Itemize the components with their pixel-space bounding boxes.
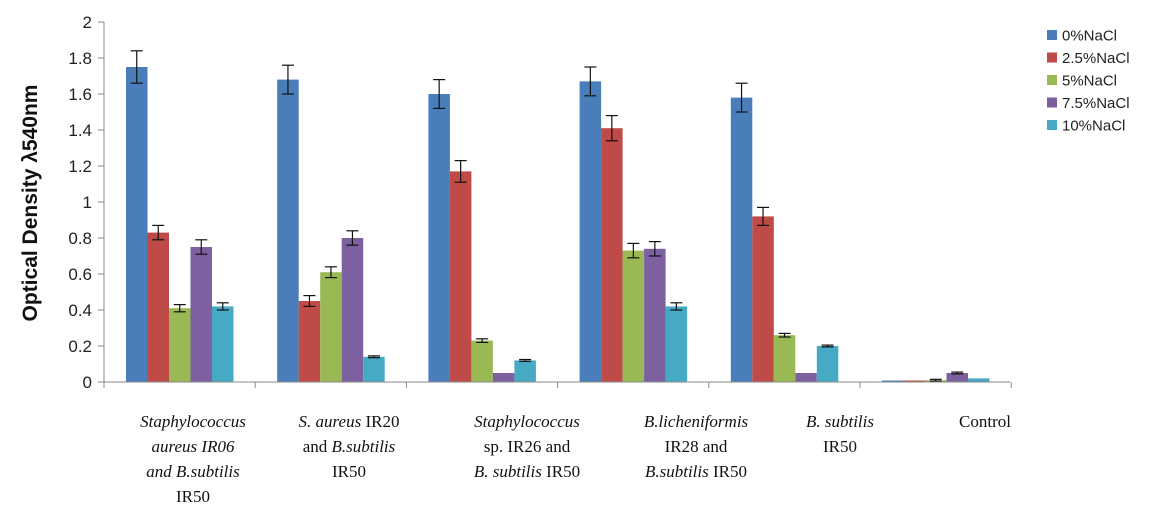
x-category-label-part: B. subtilis: [474, 462, 542, 481]
x-category-label: B. subtilis IR50: [806, 412, 874, 456]
bars: [126, 50, 990, 383]
x-category-label: Control: [959, 412, 1011, 431]
x-category-label-part: S. aureus: [299, 412, 362, 431]
y-tick-label: 1: [83, 193, 92, 212]
bar: [795, 373, 817, 382]
x-category-label-part: Control: [959, 412, 1011, 431]
y-tick-label: 1.8: [68, 49, 92, 68]
legend-label: 5%NaCl: [1062, 73, 1117, 90]
bar: [169, 308, 191, 382]
y-axis: 0 0.2 0.4 0.6 0.8 1 1.2 1.4 1.6 1.8 2: [68, 13, 105, 392]
bar: [320, 272, 342, 382]
bar: [903, 380, 925, 382]
legend-swatch: [1047, 52, 1057, 63]
x-category-label-part: IR50: [709, 462, 747, 481]
x-category-label-part: IR50: [176, 487, 210, 506]
legend-swatch: [1047, 75, 1057, 85]
legend-label: 10%NaCl: [1062, 118, 1125, 135]
y-tick-label: 1.4: [68, 121, 92, 140]
bar: [579, 81, 602, 383]
bar: [126, 67, 148, 382]
legend-swatch: [1047, 97, 1057, 108]
legend-swatch: [1047, 30, 1057, 40]
x-category-label-part: B.subtilis: [645, 462, 709, 481]
bar: [644, 248, 666, 382]
bar: [968, 378, 990, 382]
bar: [190, 247, 212, 382]
y-tick-label: 1.2: [68, 157, 92, 176]
y-tick-label: 0: [83, 373, 92, 392]
bar: [298, 301, 321, 382]
bar: [622, 250, 645, 382]
bar: [147, 232, 169, 382]
bar: [212, 306, 234, 382]
x-category-label-part: B.licheniformis: [644, 412, 749, 431]
legend-label: 0%NaCl: [1062, 28, 1117, 45]
x-category-label: Staphylococcus aureus IR06 and B.subtilis I…: [140, 412, 246, 506]
x-category-label-part: Staphylococcus: [140, 412, 246, 431]
bar: [492, 373, 515, 382]
legend: 0%NaCl 2.5%NaCl 5%NaCl 7.5%NaCl 10%NaCl: [1047, 28, 1130, 135]
bar: [816, 346, 839, 382]
y-tick-label: 2: [83, 13, 92, 32]
bar: [277, 79, 299, 382]
bar: [773, 335, 796, 382]
y-tick-label: 0.8: [68, 229, 92, 248]
x-category-label-part: IR50: [332, 462, 366, 481]
x-category-label-part: Staphylococcus: [474, 412, 580, 431]
y-axis-label: Optical Density λ540nm: [19, 85, 42, 322]
x-category-label-part: sp. IR26 and: [484, 437, 571, 456]
x-category-label-part: IR50: [823, 437, 857, 456]
y-tick-label: 0.2: [68, 337, 92, 356]
bar: [882, 380, 904, 382]
x-category-label-part: B.subtilis: [332, 437, 396, 456]
y-tick-label: 0.6: [68, 265, 92, 284]
bar: [946, 373, 968, 382]
x-category-label-part: and: [303, 437, 332, 456]
x-category-label-part: IR20: [361, 412, 399, 431]
x-axis: Staphylococcus aureus IR06 and B.subtilis I…: [103, 381, 1012, 506]
bar: [341, 238, 364, 382]
bar: [730, 97, 753, 382]
bar: [752, 216, 774, 382]
x-category-label: S. aureus IR20 and B.subtilis IR50: [299, 412, 400, 481]
bar: [449, 171, 472, 382]
bar: [601, 128, 623, 382]
y-tick-label: 1.6: [68, 85, 92, 104]
x-category-label-part: aureus IR06: [152, 437, 235, 456]
bar: [471, 340, 493, 382]
x-category-label-part: IR50: [542, 462, 580, 481]
bar: [514, 360, 536, 382]
x-category-label: B.licheniformis IR28 and B.subtilis IR50: [644, 412, 749, 481]
bar: [363, 356, 385, 382]
bar: [665, 306, 688, 382]
legend-swatch: [1047, 120, 1057, 130]
legend-label: 7.5%NaCl: [1062, 95, 1130, 112]
y-tick-label: 0.4: [68, 301, 92, 320]
legend-label: 2.5%NaCl: [1062, 50, 1130, 67]
x-category-label: Staphylococcus sp. IR26 and B. subtilis IR…: [474, 412, 580, 481]
x-category-label-part: IR28 and: [665, 437, 728, 456]
x-category-label-part: B. subtilis: [806, 412, 874, 431]
bar: [428, 94, 450, 382]
x-category-label-part: and B.subtilis: [146, 462, 240, 481]
